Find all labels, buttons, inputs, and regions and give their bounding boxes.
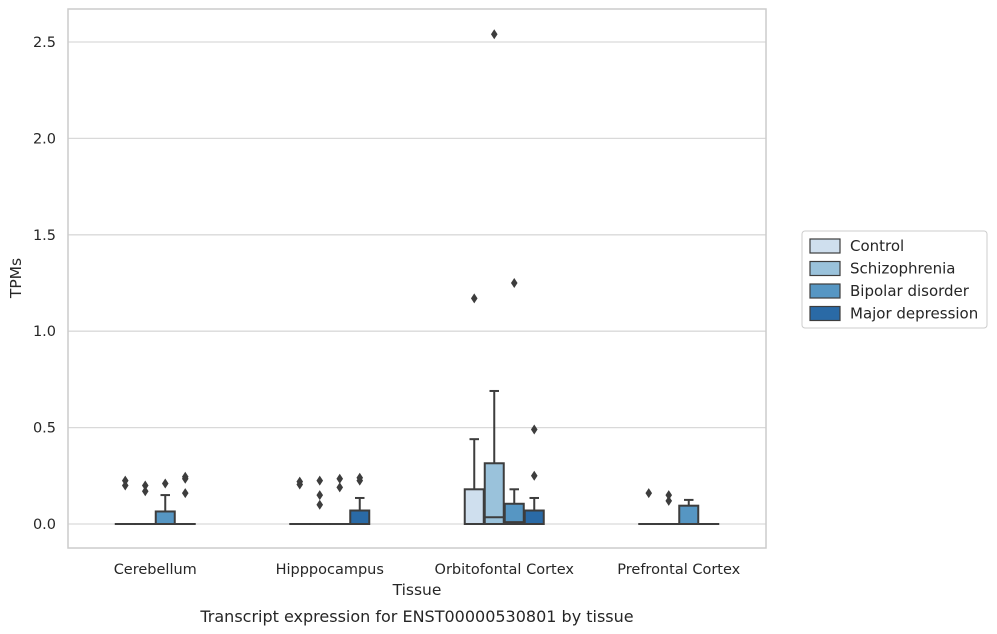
outlier-point (645, 488, 653, 499)
x-tick-label: Orbitofontal Cortex (435, 562, 575, 578)
x-tick-label: Prefrontal Cortex (617, 562, 740, 578)
legend-swatch (809, 305, 841, 322)
y-tick-labels: 0.0 0.5 1.0 1.5 2.0 2.5 (33, 35, 56, 533)
box (503, 502, 525, 526)
chart-caption: Transcript expression for ENST0000053080… (199, 607, 633, 626)
y-tick-label: 0.5 (33, 421, 56, 437)
box-group (463, 29, 545, 526)
outlier-point (510, 278, 518, 288)
outlier-point (181, 471, 189, 482)
y-tick-label: 2.5 (33, 35, 56, 51)
outlier-point (356, 472, 364, 483)
y-tick-label: 1.5 (33, 228, 56, 244)
legend-label: Bipolar disorder (850, 282, 970, 300)
legend-swatch (809, 238, 841, 254)
box (523, 509, 545, 525)
box (463, 488, 485, 525)
y-tick-label: 1.0 (33, 324, 56, 340)
y-tick-label: 0.0 (33, 517, 56, 533)
outlier-point (141, 480, 149, 491)
legend-frame (801, 230, 988, 329)
outlier-point (181, 488, 189, 499)
outlier-point (141, 486, 149, 497)
box (154, 510, 176, 525)
x-tick-label: Hipppocampus (276, 562, 384, 578)
outlier-point (316, 499, 324, 510)
box-group (114, 471, 196, 526)
box-group (638, 488, 720, 526)
outlier-point (316, 490, 324, 501)
outlier-point (336, 473, 344, 484)
x-tick-label: Cerebellum (114, 562, 197, 578)
outlier-point (336, 482, 344, 493)
x-axis-title: Tissue (392, 581, 442, 599)
outlier-point (161, 478, 169, 489)
legend-label: Schizophrenia (850, 260, 955, 278)
outlier-point (470, 293, 478, 304)
plot-frame (67, 8, 767, 549)
box-groups (114, 29, 720, 526)
outlier-point (296, 476, 304, 487)
box (483, 462, 505, 526)
outlier-point (530, 470, 538, 481)
box-group (289, 472, 371, 526)
outlier-point (490, 29, 498, 40)
outlier-point (316, 475, 324, 486)
box (678, 504, 700, 525)
x-tick-labels: Cerebellum Hipppocampus Orbitofontal Corte… (114, 562, 741, 578)
legend: Control Schizophrenia Bipolar disorder Majo… (801, 230, 988, 329)
legend-swatch (809, 283, 841, 299)
plot-area (68, 9, 766, 548)
outlier-point (665, 495, 673, 506)
y-axis-title: TPMs (7, 258, 25, 299)
outlier-point (665, 490, 673, 501)
y-tick-label: 2.0 (33, 131, 56, 147)
legend-label: Control (850, 237, 904, 255)
outlier-point (530, 424, 538, 435)
outlier-point (121, 475, 129, 486)
box (349, 509, 371, 525)
legend-swatch (809, 260, 841, 277)
legend-label: Major depression (850, 305, 978, 323)
